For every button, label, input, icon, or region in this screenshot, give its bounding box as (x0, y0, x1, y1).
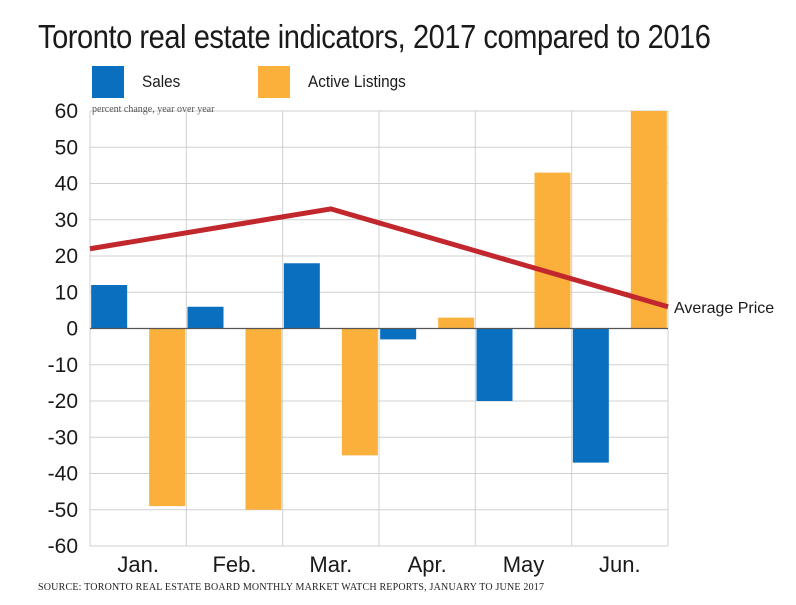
bar-active-listings (245, 328, 282, 510)
y-tick-labels: 60 50 40 30 20 10 0 -10 -20 -30 -40 -50 -60 (48, 100, 78, 558)
bar-sales (572, 328, 609, 463)
bar-sales (91, 285, 128, 329)
bar-active-listings (534, 172, 571, 329)
bar-sales (283, 263, 320, 329)
x-tick-label: Mar. (309, 552, 352, 577)
y-axis-label: percent change, year over year (92, 104, 215, 115)
bars (91, 111, 667, 510)
average-price-line (89, 206, 669, 310)
y-tick-label: -20 (48, 390, 78, 413)
bar-active-listings (341, 328, 378, 456)
y-tick-label: 0 (66, 318, 78, 341)
y-tick-label: 60 (55, 100, 78, 123)
bar-sales (380, 328, 417, 340)
y-tick-label: -40 (48, 463, 78, 486)
bar-sales (187, 306, 224, 329)
legend-label-active-listings: Active Listings (308, 72, 406, 91)
bar-active-listings (438, 317, 475, 329)
average-price-line-group: Average Price (89, 206, 774, 317)
y-tick-label: 50 (55, 136, 78, 159)
y-tick-label: 40 (55, 173, 78, 196)
bar-active-listings (630, 111, 667, 329)
y-tick-label: 20 (55, 245, 78, 268)
x-tick-label: Apr. (408, 552, 447, 577)
legend-item-sales: Sales (92, 66, 185, 98)
source-note: SOURCE: TORONTO REAL ESTATE BOARD MONTHL… (38, 582, 545, 593)
x-tick-label: Jun. (599, 552, 641, 577)
x-tick-labels: Jan. Feb. Mar. Apr. May Jun. (117, 552, 640, 577)
legend-swatch-sales (92, 66, 124, 98)
y-tick-label: 10 (55, 281, 78, 304)
y-tick-label: -30 (48, 426, 78, 449)
average-price-label: Average Price (674, 300, 774, 317)
x-tick-label: Feb. (212, 552, 256, 577)
bar-sales (476, 328, 513, 401)
y-tick-label: -10 (48, 354, 78, 377)
y-tick-label: 30 (55, 209, 78, 232)
legend-swatch-active-listings (258, 66, 290, 98)
x-tick-label: Jan. (117, 552, 159, 577)
y-tick-label: -60 (48, 535, 78, 558)
bar-active-listings (149, 328, 186, 507)
chart-title: Toronto real estate indicators, 2017 com… (38, 18, 711, 55)
x-tick-label: May (503, 552, 545, 577)
legend-item-active-listings: Active Listings (258, 66, 417, 98)
legend-label-sales: Sales (142, 72, 181, 91)
y-tick-label: -50 (48, 499, 78, 522)
